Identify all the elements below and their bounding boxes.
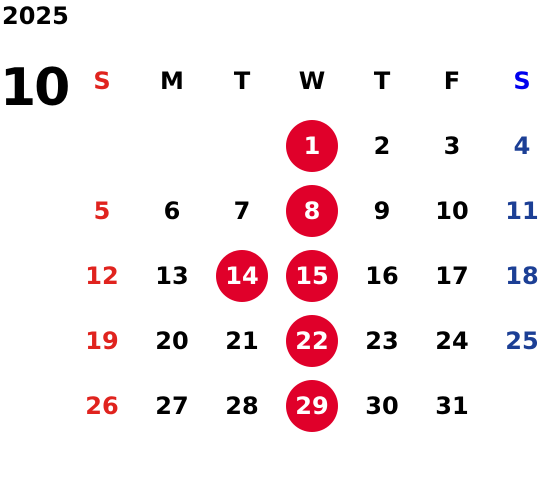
day-number: 10	[435, 196, 469, 225]
day-number: 2	[373, 131, 391, 160]
day-number: 12	[85, 261, 119, 290]
day-number: 16	[365, 261, 399, 290]
day-number: 11	[505, 196, 539, 225]
day-number: 4	[513, 131, 531, 160]
day-number: 23	[365, 326, 399, 355]
day-number: 9	[373, 196, 391, 225]
day-number: 19	[85, 326, 119, 355]
day-cell[interactable]: 6	[137, 178, 207, 243]
day-cell[interactable]: 18	[487, 243, 548, 308]
day-cell[interactable]: 1	[277, 113, 347, 178]
weekday-header: W	[298, 66, 326, 95]
year-label: 2025	[2, 2, 69, 30]
day-number: 24	[435, 326, 469, 355]
day-number: 18	[505, 261, 539, 290]
day-number: 17	[435, 261, 469, 290]
highlighted-day: 15	[286, 249, 338, 302]
highlighted-day: 8	[286, 184, 338, 237]
day-number: 31	[435, 391, 469, 420]
day-cell[interactable]: 5	[67, 178, 137, 243]
day-cell[interactable]: 11	[487, 178, 548, 243]
day-cell[interactable]: 24	[417, 308, 487, 373]
weekday-header: F	[443, 66, 461, 95]
day-number: 7	[233, 196, 251, 225]
day-cell[interactable]: 22	[277, 308, 347, 373]
day-number: 6	[163, 196, 181, 225]
day-cell[interactable]: 20	[137, 308, 207, 373]
highlighted-day: 1	[286, 119, 338, 172]
empty-cell	[207, 113, 277, 178]
day-cell[interactable]: 9	[347, 178, 417, 243]
day-cell[interactable]: 17	[417, 243, 487, 308]
day-number: 25	[505, 326, 539, 355]
day-number: 21	[225, 326, 259, 355]
day-cell[interactable]: 12	[67, 243, 137, 308]
day-cell[interactable]: 29	[277, 373, 347, 438]
day-number: 27	[155, 391, 189, 420]
day-cell[interactable]: 3	[417, 113, 487, 178]
day-number: 30	[365, 391, 399, 420]
day-number: 5	[93, 196, 111, 225]
day-cell[interactable]: 27	[137, 373, 207, 438]
highlighted-day: 22	[286, 314, 338, 367]
weekday-header: T	[233, 66, 251, 95]
day-number: 13	[155, 261, 189, 290]
day-cell[interactable]: 7	[207, 178, 277, 243]
day-number: 28	[225, 391, 259, 420]
month-label: 10	[0, 58, 70, 118]
day-cell[interactable]: 31	[417, 373, 487, 438]
day-cell[interactable]: 4	[487, 113, 548, 178]
day-cell[interactable]: 10	[417, 178, 487, 243]
weekday-header: M	[160, 66, 184, 95]
day-cell[interactable]: 21	[207, 308, 277, 373]
empty-cell	[67, 113, 137, 178]
day-cell[interactable]: 23	[347, 308, 417, 373]
weekday-header: T	[373, 66, 391, 95]
highlighted-day: 14	[216, 249, 268, 302]
day-cell[interactable]: 28	[207, 373, 277, 438]
day-number: 20	[155, 326, 189, 355]
day-cell[interactable]: 26	[67, 373, 137, 438]
day-cell[interactable]: 8	[277, 178, 347, 243]
day-cell[interactable]: 25	[487, 308, 548, 373]
day-number: 26	[85, 391, 119, 420]
day-number: 3	[443, 131, 461, 160]
day-cell[interactable]: 2	[347, 113, 417, 178]
highlighted-day: 29	[286, 379, 338, 432]
weekday-header: S	[93, 66, 111, 95]
calendar-grid: S M T W T F S 1 2 3 4 5 6 7 8 9 10 11 12 13 14 15 16 17 18 19 20 21…	[67, 48, 548, 438]
day-cell[interactable]: 13	[137, 243, 207, 308]
day-cell[interactable]: 16	[347, 243, 417, 308]
day-cell[interactable]: 30	[347, 373, 417, 438]
day-cell[interactable]: 15	[277, 243, 347, 308]
day-cell[interactable]: 19	[67, 308, 137, 373]
day-cell[interactable]: 14	[207, 243, 277, 308]
weekday-header: S	[513, 66, 531, 95]
empty-cell	[137, 113, 207, 178]
